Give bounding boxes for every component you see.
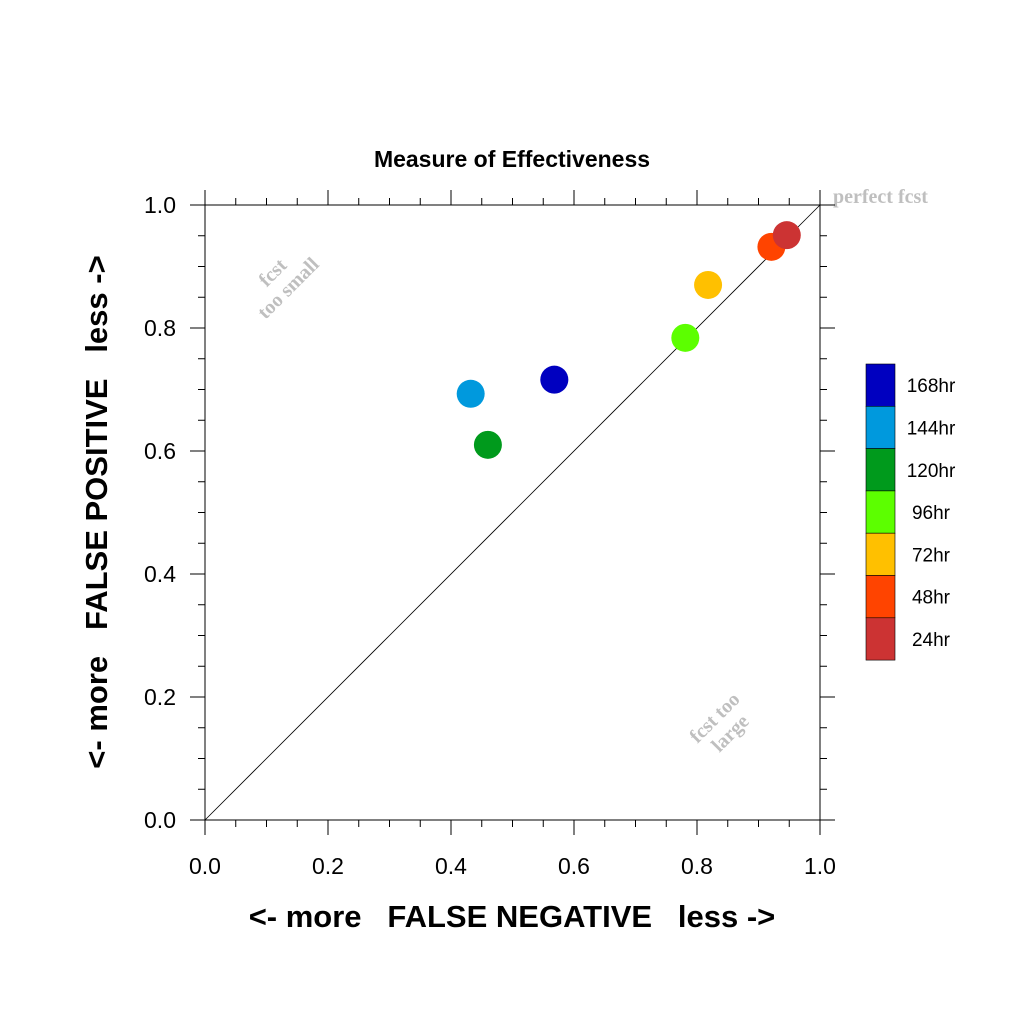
x-tick-label: 0.8 [681,853,713,879]
x-axis-label: <- more FALSE NEGATIVE less -> [249,899,776,934]
legend-swatch-120hr [865,448,896,492]
legend-label-96hr: 96hr [912,503,951,524]
y-tick-label: 0.8 [144,315,176,341]
legend: 168hr 144hr 120hr 96hr 72hr 48hr 24hr [865,363,956,661]
legend-label-144hr: 144hr [907,418,956,439]
x-tick-label: 0.0 [189,853,221,879]
annotation-fcst-too-small: fcsttoo small [238,238,324,324]
annotation-perfect-fcst: perfect fcst [833,186,928,208]
y-tick-label: 0.4 [144,561,176,587]
legend-swatch-72hr [865,532,896,576]
point-168hr [540,365,569,394]
point-96hr [671,323,700,352]
y-axis-label: <- more FALSE POSITIVE less -> [79,255,114,768]
y-tick-label: 1.0 [144,192,176,218]
legend-label-48hr: 48hr [912,588,951,609]
legend-label-24hr: 24hr [912,630,951,651]
axis-ticks: 0.0 0.2 0.4 0.6 0.8 1.0 0.0 0.2 0.4 0.6 0.8 1.0 [144,190,836,879]
legend-swatch-144hr [865,405,896,449]
diagonal-reference-line [204,204,821,821]
x-tick-label: 0.2 [312,853,344,879]
legend-swatch-168hr [865,363,896,407]
legend-label-72hr: 72hr [912,545,951,566]
legend-swatch-48hr [865,575,896,619]
point-24hr [772,221,801,250]
x-tick-label: 1.0 [804,853,836,879]
data-points [456,221,801,459]
point-144hr [456,379,485,408]
annotation-fcst-too-large: fcst toolarge [685,688,760,763]
y-tick-label: 0.2 [144,684,176,710]
legend-swatch-96hr [865,490,896,534]
point-120hr [473,430,502,459]
y-tick-label: 0.0 [144,807,176,833]
legend-label-120hr: 120hr [907,461,956,482]
point-72hr [694,270,723,299]
chart-title: Measure of Effectiveness [374,146,650,172]
x-tick-label: 0.4 [435,853,467,879]
y-tick-label: 0.6 [144,438,176,464]
x-tick-label: 0.6 [558,853,590,879]
annotation-layer: fcsttoo small fcst toolarge perfect fcst [238,186,928,763]
legend-swatch-24hr [865,617,896,661]
legend-label-168hr: 168hr [907,376,956,397]
